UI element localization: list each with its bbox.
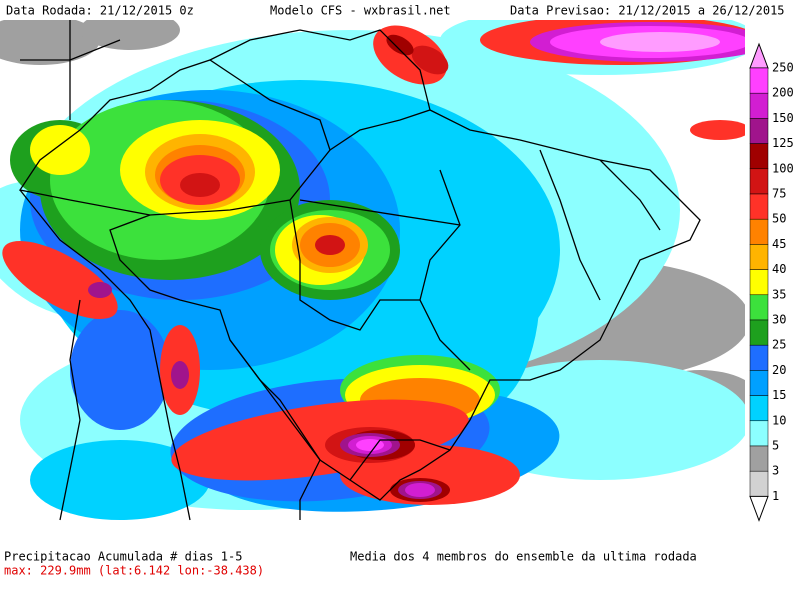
colorbar-label: 20 — [772, 363, 786, 377]
precip-area — [88, 282, 112, 298]
precip-area — [600, 32, 720, 52]
colorbar-label: 40 — [772, 262, 786, 276]
colorbar-box — [749, 420, 769, 447]
colorbar-label: 250 — [772, 61, 794, 75]
precip-area — [171, 361, 189, 389]
precip-map — [0, 20, 745, 520]
colorbar-top-arrow — [749, 42, 769, 69]
colorbar-label: 3 — [772, 464, 779, 478]
colorbar-box — [749, 244, 769, 270]
colorbar-box — [749, 193, 769, 220]
colorbar: 250 200 150 125 100 75 50 45 40 35 30 25 20 15 10 5 3 1 — [749, 42, 794, 522]
colorbar-label: 10 — [772, 413, 786, 427]
colorbar-box — [749, 269, 769, 296]
colorbar-label: 75 — [772, 187, 786, 201]
colorbar-label: 125 — [772, 136, 794, 150]
borders — [18, 20, 701, 521]
colorbar-label: 1 — [772, 489, 779, 503]
colorbar-label: 150 — [772, 111, 794, 125]
run-date: Data Rodada: 21/12/2015 0z — [6, 4, 194, 18]
colorbar-label: 5 — [772, 439, 779, 453]
colorbar-box — [749, 218, 769, 245]
precip-area — [80, 20, 180, 50]
colorbar-label: 35 — [772, 287, 786, 301]
precip-area — [70, 310, 170, 430]
colorbar-label: 15 — [772, 388, 786, 402]
colorbar-box — [749, 470, 769, 497]
colorbar-label: 25 — [772, 338, 786, 352]
precip-area — [411, 45, 449, 75]
colorbar-label: 100 — [772, 161, 794, 175]
precip-area — [2, 240, 118, 320]
colorbar-box — [749, 118, 769, 144]
colorbar-box — [749, 370, 769, 396]
colorbar-box — [749, 67, 769, 94]
colorbar-box — [749, 344, 769, 371]
colorbar-box — [749, 319, 769, 346]
footer-title: Precipitacao Acumulada # dias 1-5 — [4, 550, 242, 564]
precip-area — [30, 440, 210, 520]
precip-area — [180, 173, 220, 197]
colorbar-box — [749, 294, 769, 321]
colorbar-box — [749, 168, 769, 195]
forecast-period: Data Previsao: 21/12/2015 a 26/12/2015 — [510, 4, 785, 18]
colorbar-box — [749, 92, 769, 119]
precip-area — [356, 439, 384, 451]
colorbar-box — [749, 445, 769, 472]
precip-area — [386, 34, 414, 56]
precip-area — [405, 483, 435, 497]
colorbar-bottom-arrow — [749, 495, 769, 522]
max-value: max: 229.9mm (lat:6.142 lon:-38.438) — [4, 564, 264, 578]
colorbar-label: 200 — [772, 86, 794, 100]
model-name: Modelo CFS - wxbrasil.net — [270, 4, 451, 18]
footer-note: Media dos 4 membros do ensemble da ultim… — [350, 550, 697, 564]
colorbar-box — [749, 395, 769, 422]
precip-area — [30, 125, 90, 175]
precip-area — [0, 20, 100, 65]
colorbar-label: 45 — [772, 237, 786, 251]
precip-area — [690, 120, 745, 140]
precip-area — [315, 235, 345, 255]
colorbar-label: 50 — [772, 212, 786, 226]
colorbar-label: 30 — [772, 313, 786, 327]
colorbar-box — [749, 143, 769, 170]
